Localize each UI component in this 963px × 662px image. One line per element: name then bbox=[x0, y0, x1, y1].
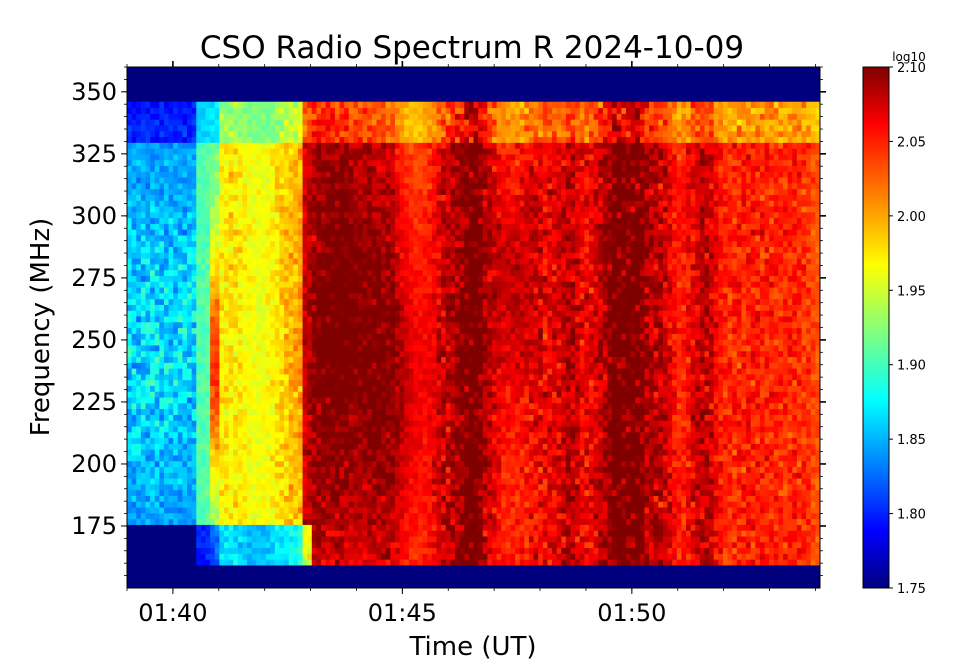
colorbar-tick: 1.95 bbox=[889, 284, 926, 299]
colorbar-tick-label: 1.75 bbox=[897, 582, 926, 597]
x-axis-label: Time (UT) bbox=[408, 632, 536, 662]
y-tick-label: 300 bbox=[71, 202, 117, 230]
spectrogram-heatmap bbox=[127, 67, 820, 588]
colorbar bbox=[862, 66, 890, 589]
colorbar-tick: 1.85 bbox=[889, 433, 926, 448]
y-tick: 200 bbox=[71, 450, 826, 478]
y-tick-label: 275 bbox=[71, 264, 117, 292]
colorbar-ticks: 1.75 1.80 1.85 1.90 1.95 2.00 2.05 2.10 bbox=[889, 61, 926, 597]
y-tick-label: 250 bbox=[71, 326, 117, 354]
colorbar-tick-label: 2.05 bbox=[897, 135, 926, 150]
colorbar-tick-label: 2.00 bbox=[897, 210, 926, 225]
x-tick-label: 01:40 bbox=[138, 599, 207, 627]
y-axis-ticks: 175 200 225 250 275 300 325 350 bbox=[71, 66, 826, 576]
colorbar-tick: 1.75 bbox=[889, 582, 926, 597]
y-tick: 225 bbox=[71, 388, 826, 416]
colorbar-tick-label: 1.90 bbox=[897, 359, 926, 374]
y-tick-label: 200 bbox=[71, 450, 117, 478]
y-tick-label: 225 bbox=[71, 388, 117, 416]
chart-title: CSO Radio Spectrum R 2024-10-09 bbox=[200, 30, 744, 66]
colorbar-tick-label: 1.95 bbox=[897, 284, 926, 299]
y-tick: 250 bbox=[71, 326, 826, 354]
colorbar-tick: 2.00 bbox=[889, 210, 926, 225]
y-tick: 325 bbox=[71, 140, 826, 168]
y-axis-label: Frequency (MHz) bbox=[26, 218, 56, 437]
x-tick-label: 01:45 bbox=[368, 599, 437, 627]
colorbar-tick-label: 1.80 bbox=[897, 508, 926, 523]
x-tick: 01:45 bbox=[368, 61, 437, 627]
colorbar-tick-label: 2.10 bbox=[897, 61, 926, 76]
colorbar-tick: 2.05 bbox=[889, 135, 926, 150]
x-tick: 01:40 bbox=[138, 61, 207, 627]
colorbar-label: log10 bbox=[892, 50, 926, 64]
colorbar-tick: 1.90 bbox=[889, 359, 926, 374]
y-tick: 275 bbox=[71, 264, 826, 292]
x-axis-ticks: 01:40 01:45 01:50 bbox=[126, 61, 816, 627]
colorbar-tick: 1.80 bbox=[889, 508, 926, 523]
y-tick-label: 325 bbox=[71, 140, 117, 168]
y-tick-label: 175 bbox=[71, 512, 117, 540]
colorbar-tick-label: 1.85 bbox=[897, 433, 926, 448]
x-tick-label: 01:50 bbox=[597, 599, 666, 627]
colorbar-tick: 2.10 bbox=[889, 61, 926, 76]
y-tick-label: 350 bbox=[71, 78, 117, 106]
